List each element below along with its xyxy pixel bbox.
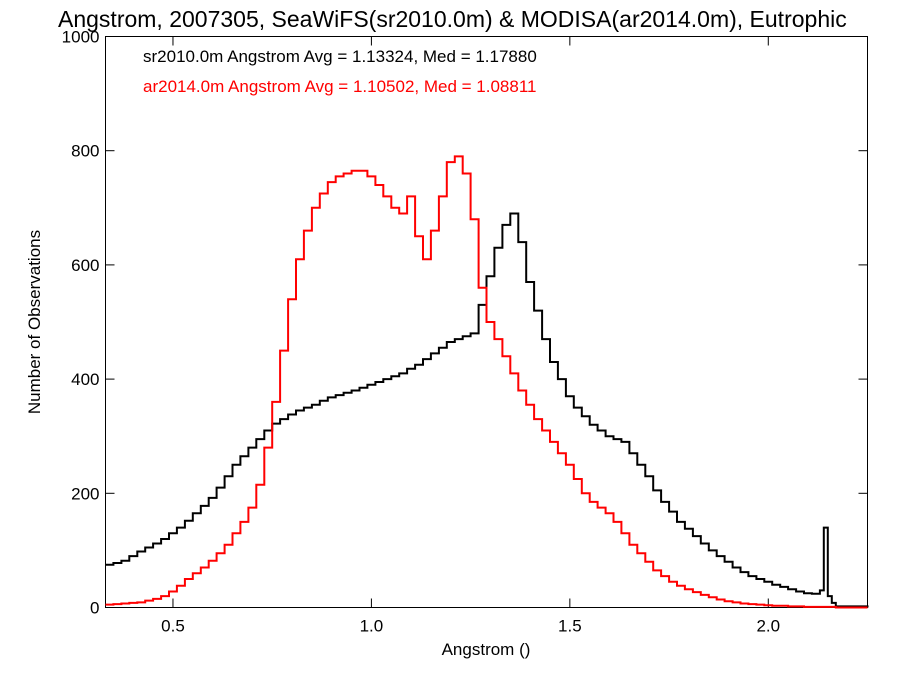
y-tick-label: 0	[90, 599, 99, 618]
y-tick-label: 800	[71, 142, 99, 161]
x-tick-label: 1.0	[360, 617, 384, 636]
x-tick-label: 0.5	[161, 617, 185, 636]
series-line-sr2010-0m	[105, 212, 869, 608]
series-line-ar2014-0m	[105, 155, 868, 609]
y-tick-label: 400	[71, 370, 99, 389]
sr-stats-annotation: sr2010.0m Angstrom Avg = 1.13324, Med = …	[143, 47, 537, 66]
x-tick-label: 2.0	[756, 617, 780, 636]
plot-frame	[105, 36, 868, 608]
x-tick-label: 1.5	[558, 617, 582, 636]
y-tick-label: 600	[71, 256, 99, 275]
chart-title: Angstrom, 2007305, SeaWiFS(sr2010.0m) & …	[58, 6, 847, 32]
series-lines	[105, 155, 869, 609]
ar-stats-annotation: ar2014.0m Angstrom Avg = 1.10502, Med = …	[143, 77, 536, 96]
x-axis-label: Angstrom ()	[442, 640, 531, 659]
y-tick-label: 1000	[62, 28, 100, 47]
y-tick-label: 200	[71, 484, 99, 503]
y-axis-label: Number of Observations	[25, 230, 44, 414]
axis-ticks: 0.5 1.0 1.5 2.0 0 200 400 600 800 1000	[62, 28, 868, 636]
